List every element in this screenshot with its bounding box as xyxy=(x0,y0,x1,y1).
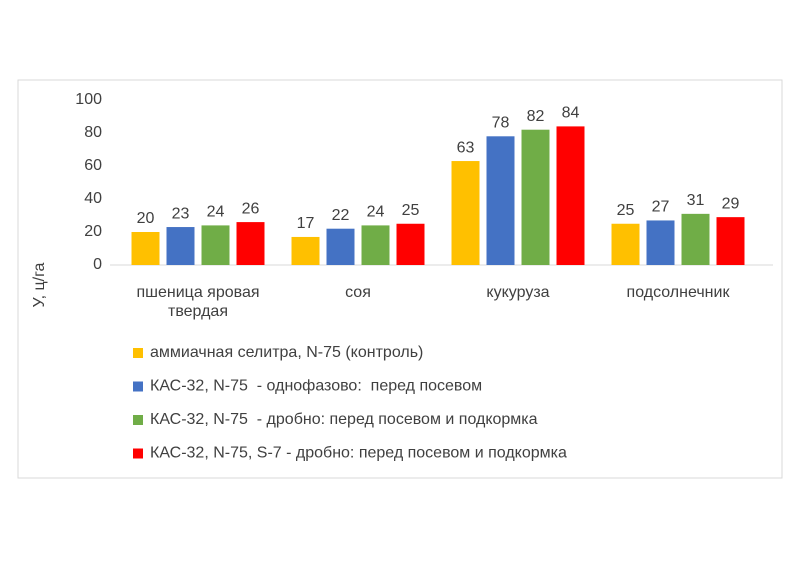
value-label: 78 xyxy=(492,115,510,132)
bar xyxy=(681,213,710,265)
value-label: 27 xyxy=(652,199,670,216)
y-tick-label: 0 xyxy=(93,256,102,273)
x-tick-label: кукуруза xyxy=(486,284,550,301)
y-tick-label: 60 xyxy=(84,157,102,174)
x-tick-label: подсолнечник xyxy=(626,284,730,301)
value-label: 22 xyxy=(332,207,350,224)
bar xyxy=(521,129,550,265)
value-label: 63 xyxy=(457,139,475,156)
value-label: 82 xyxy=(527,108,545,125)
value-label: 25 xyxy=(617,202,635,219)
value-label: 24 xyxy=(207,204,225,221)
bar xyxy=(611,223,640,265)
bar xyxy=(361,225,390,265)
value-label: 26 xyxy=(242,200,260,217)
bar xyxy=(326,228,355,265)
bar xyxy=(716,217,745,265)
y-tick-label: 100 xyxy=(75,91,102,108)
bar xyxy=(486,136,515,265)
bar xyxy=(646,220,675,265)
legend-marker xyxy=(133,415,143,425)
value-label: 84 xyxy=(562,105,580,122)
bar xyxy=(396,223,425,265)
bar xyxy=(291,236,320,265)
y-tick-label: 20 xyxy=(84,223,102,240)
legend-label: КАС-32, N-75, S-7 - дробно: перед посево… xyxy=(150,445,567,462)
bar xyxy=(236,222,265,265)
value-label: 25 xyxy=(402,202,420,219)
value-label: 17 xyxy=(297,215,315,232)
x-tick-label: соя xyxy=(345,284,371,301)
y-tick-label: 40 xyxy=(84,190,102,207)
legend-marker xyxy=(133,448,143,459)
y-tick-label: 80 xyxy=(84,124,102,141)
chart-border xyxy=(17,79,783,479)
y-axis-label: У, ц/га xyxy=(31,262,48,307)
legend-label: аммиачная селитра, N-75 (контроль) xyxy=(150,344,423,361)
value-label: 23 xyxy=(172,205,190,222)
x-tick-label: пшеница яровая твердая xyxy=(136,284,260,320)
bar xyxy=(451,161,480,265)
value-label: 24 xyxy=(367,204,385,221)
legend-marker xyxy=(133,381,143,392)
bar xyxy=(166,227,195,265)
value-label: 20 xyxy=(137,210,155,227)
value-label: 29 xyxy=(722,195,740,212)
bar xyxy=(131,232,160,265)
bar xyxy=(556,126,585,266)
legend-marker xyxy=(133,348,143,358)
bar xyxy=(201,225,230,265)
legend-label: КАС-32, N-75 - дробно: перед посевом и п… xyxy=(150,411,538,428)
value-label: 31 xyxy=(687,192,705,209)
legend-label: КАС-32, N-75 - однофазово: перед посевом xyxy=(150,378,482,395)
